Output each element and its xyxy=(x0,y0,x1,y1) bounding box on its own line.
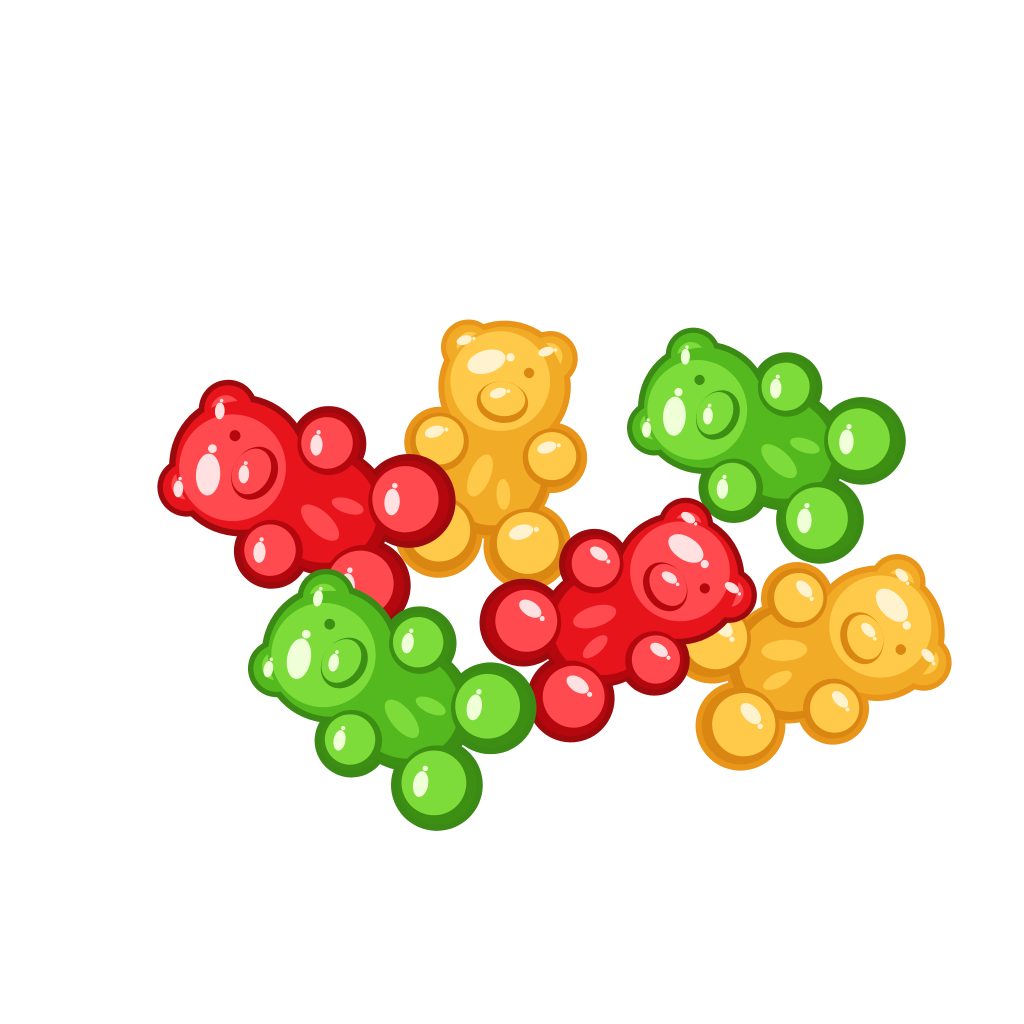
bear-highlights xyxy=(173,398,400,600)
red-bear-center-gummy-bear-icon xyxy=(479,497,757,743)
bear-body xyxy=(253,574,531,825)
bear-highlights xyxy=(263,586,483,797)
bear-body xyxy=(485,502,752,737)
green-bear-bottom-gummy-bear-icon xyxy=(247,568,537,831)
yellow-bear-top-gummy-bear-icon xyxy=(394,319,588,591)
green-bear-top-right-gummy-bear-icon xyxy=(626,327,906,564)
bear-highlights xyxy=(519,511,742,698)
bear-body xyxy=(632,332,900,558)
bear-highlights xyxy=(642,345,854,534)
